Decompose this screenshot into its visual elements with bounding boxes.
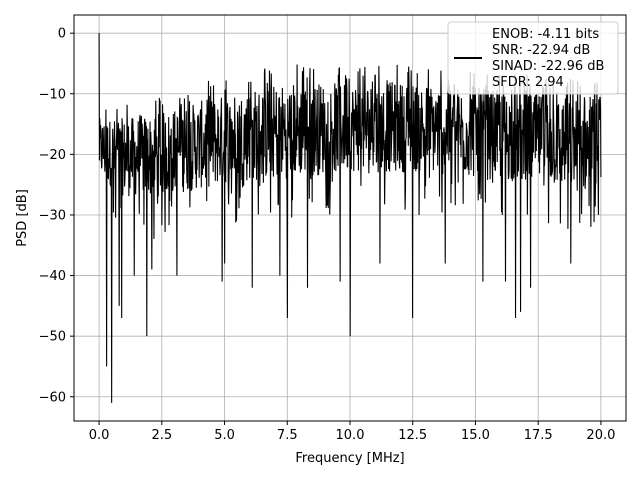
y-tick-label: 0 <box>58 27 66 42</box>
y-axis-ticks: 0 −10 −20 −30 −40 −50 −60 <box>39 27 74 405</box>
legend-entry-snr: SNR: -22.94 dB <box>492 43 590 58</box>
y-tick-label: −60 <box>39 390 66 405</box>
y-axis-label: PSD [dB] <box>15 189 30 247</box>
y-tick-label: −10 <box>39 87 66 102</box>
legend-entry-sinad: SINAD: -22.96 dB <box>492 59 604 74</box>
y-tick-label: −40 <box>39 269 66 284</box>
psd-series-line <box>98 33 602 403</box>
y-tick-label: −20 <box>39 148 66 163</box>
x-tick-label: 15.0 <box>461 428 490 443</box>
legend: ENOB: -4.11 bits SNR: -22.94 dB SINAD: -… <box>447 21 619 95</box>
x-tick-label: 10.0 <box>336 428 365 443</box>
legend-entry-sfdr: SFDR: 2.94 <box>492 75 564 90</box>
plot-area <box>98 33 602 403</box>
x-axis-ticks: 0.0 2.5 5.0 7.5 10.0 12.5 15.0 17.5 20.0 <box>89 421 615 443</box>
x-tick-label: 5.0 <box>214 428 235 443</box>
x-tick-label: 7.5 <box>277 428 298 443</box>
x-tick-label: 2.5 <box>151 428 172 443</box>
x-tick-label: 20.0 <box>586 428 615 443</box>
x-tick-label: 12.5 <box>398 428 427 443</box>
legend-entry-enob: ENOB: -4.11 bits <box>492 27 599 42</box>
x-axis-label: Frequency [MHz] <box>295 451 404 466</box>
legend-box <box>447 21 619 95</box>
y-tick-label: −30 <box>39 208 66 223</box>
x-tick-label: 0.0 <box>89 428 110 443</box>
y-tick-label: −50 <box>39 330 66 345</box>
x-tick-label: 17.5 <box>524 428 553 443</box>
